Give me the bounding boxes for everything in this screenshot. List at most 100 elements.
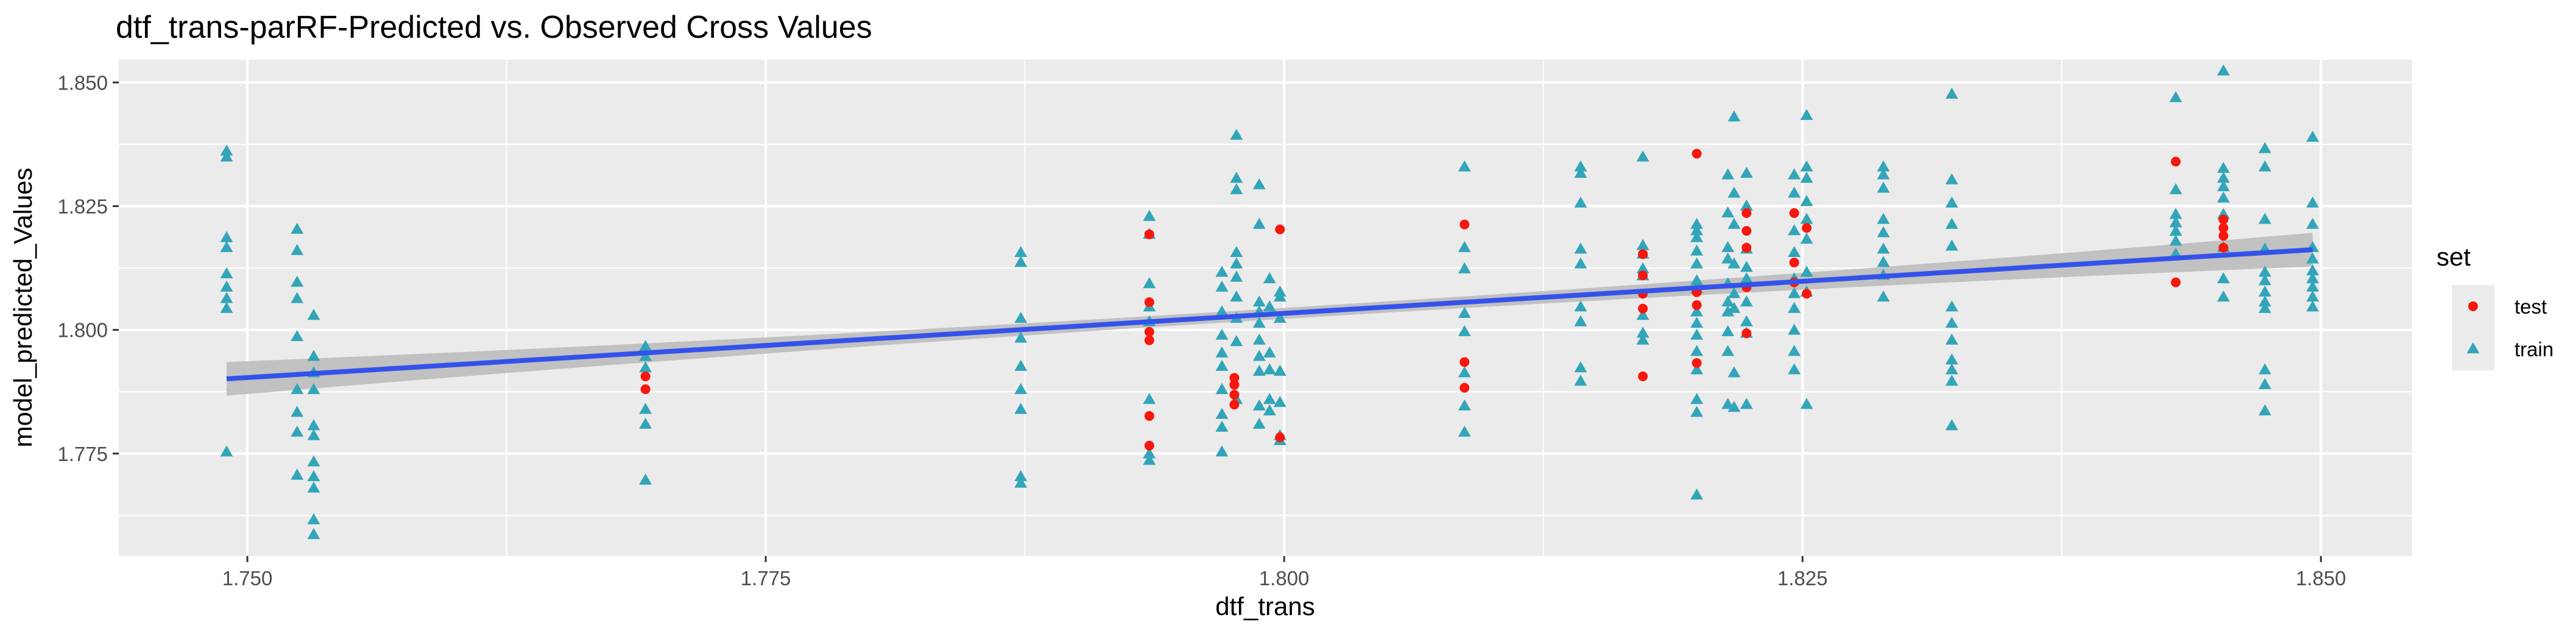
train-point — [1230, 335, 1243, 347]
train-point — [2258, 363, 2271, 375]
train-point — [2169, 208, 2183, 219]
test-point — [640, 371, 651, 382]
train-point — [1143, 393, 1156, 404]
test-point — [1741, 242, 1752, 253]
train-point — [1636, 333, 1650, 345]
train-point — [307, 382, 320, 395]
y-tick-label: 1.825 — [57, 195, 108, 218]
test-point — [1801, 223, 1812, 233]
test-point — [1638, 371, 1648, 382]
train-point — [1690, 317, 1704, 328]
train-point — [639, 403, 652, 414]
train-point — [1252, 333, 1266, 345]
test-point — [1229, 390, 1240, 400]
train-point — [1230, 245, 1243, 258]
train-point — [1252, 295, 1266, 307]
train-point — [1014, 311, 1028, 323]
test-point — [2218, 231, 2229, 241]
train-point — [1727, 257, 1741, 269]
train-point — [639, 350, 652, 361]
train-point — [1945, 375, 1958, 386]
x-axis-title: dtf_trans — [1215, 592, 1314, 621]
x-tick-label: 1.850 — [2296, 567, 2346, 589]
legend-label-test: test — [2514, 295, 2547, 318]
train-point — [1740, 315, 1753, 326]
train-point — [1636, 309, 1650, 320]
train-point — [639, 473, 652, 485]
train-point — [639, 340, 652, 351]
train-point — [1458, 241, 1471, 252]
x-tick-label: 1.750 — [222, 567, 273, 589]
train-point — [1458, 160, 1471, 172]
train-point — [2169, 234, 2183, 246]
train-point — [1740, 166, 1753, 178]
train-point — [291, 425, 304, 437]
train-point — [307, 455, 320, 466]
train-point — [1215, 328, 1229, 340]
train-point — [1690, 305, 1704, 317]
train-point — [2306, 130, 2320, 142]
train-point — [1690, 244, 1704, 256]
legend-test-marker — [2468, 301, 2478, 311]
train-point — [1636, 262, 1650, 273]
train-point — [1458, 425, 1471, 437]
train-point — [2306, 290, 2320, 302]
train-point — [307, 470, 320, 482]
train-point — [1014, 331, 1028, 343]
train-point — [1636, 239, 1650, 250]
train-point — [1458, 262, 1471, 273]
test-point — [1638, 303, 1648, 314]
x-tick-label: 1.800 — [1259, 567, 1310, 589]
train-point — [1215, 407, 1229, 419]
train-point — [1740, 272, 1753, 284]
train-point — [1740, 398, 1753, 409]
train-point — [1273, 311, 1286, 323]
train-point — [2169, 91, 2183, 102]
train-point — [307, 419, 320, 431]
train-point — [1945, 239, 1958, 251]
train-point — [1877, 181, 1890, 193]
train-point — [1230, 290, 1243, 302]
train-point — [1574, 166, 1587, 178]
test-point — [1692, 300, 1702, 311]
train-point — [1945, 87, 1958, 99]
train-point — [639, 417, 652, 429]
train-point — [2169, 224, 2183, 236]
test-point — [1638, 270, 1648, 281]
test-point — [1144, 335, 1154, 345]
y-axis: 1.775 1.800 1.825 1.850 — [57, 71, 119, 465]
train-point — [1574, 242, 1587, 254]
train-point — [291, 244, 304, 255]
train-point — [2217, 172, 2230, 183]
train-point — [291, 275, 304, 287]
train-point — [220, 144, 233, 156]
test-point — [1275, 224, 1285, 234]
train-point — [2169, 183, 2183, 194]
train-series — [220, 64, 2320, 540]
train-point — [1788, 301, 1801, 313]
train-point — [1740, 199, 1753, 211]
train-point — [1788, 363, 1801, 375]
train-point — [291, 406, 304, 417]
test-point — [1144, 326, 1154, 337]
train-point — [1263, 346, 1276, 357]
train-point — [1788, 224, 1801, 236]
train-point — [307, 350, 320, 361]
train-point — [1215, 280, 1229, 292]
train-point — [1800, 213, 1813, 224]
train-point — [1690, 274, 1704, 286]
y-tick-label: 1.775 — [57, 443, 108, 465]
train-point — [1788, 323, 1801, 335]
train-point — [1740, 261, 1753, 272]
train-point — [1800, 160, 1813, 172]
train-point — [1727, 301, 1741, 313]
train-point — [1014, 245, 1028, 258]
train-point — [1263, 404, 1276, 416]
train-point — [220, 241, 233, 252]
test-point — [1144, 297, 1154, 308]
train-point — [1877, 256, 1890, 267]
train-point — [307, 429, 320, 440]
train-point — [291, 382, 304, 395]
train-point — [1636, 326, 1650, 338]
train-point — [1727, 186, 1741, 198]
